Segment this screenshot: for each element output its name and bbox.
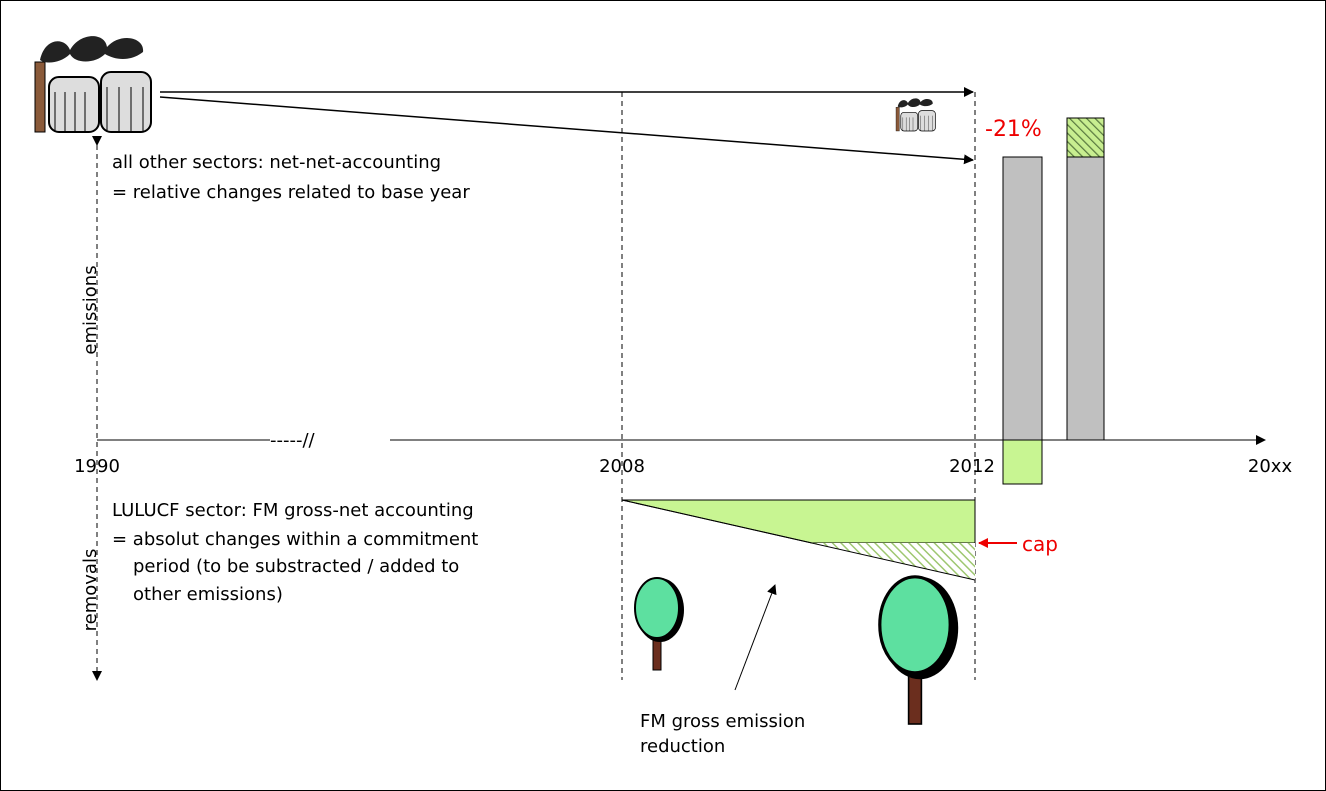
year-label: 1990 [74, 456, 120, 477]
reduction-note: FM gross emission [640, 711, 805, 732]
emission-bar [1067, 157, 1104, 440]
year-label: 2008 [599, 456, 645, 477]
other-sectors-text: = relative changes related to base year [112, 182, 470, 203]
lulucf-text: = absolut changes within a commitment [112, 529, 478, 550]
other-sectors-text: all other sectors: net-net-accounting [112, 152, 441, 173]
page: -----// 1990 2008 2012 20xx emissions re… [0, 0, 1326, 791]
emissions-label: emissions [80, 265, 101, 354]
percent-change: -21% [985, 117, 1042, 142]
emission-bar [1003, 157, 1042, 440]
cap-label: cap [1022, 532, 1058, 556]
hatched-bar [1067, 118, 1104, 157]
lulucf-text: LULUCF sector: FM gross-net accounting [112, 500, 474, 521]
year-label: 20xx [1248, 456, 1293, 477]
axis-break: -----// [270, 430, 316, 451]
factory-icon-small [896, 98, 935, 131]
frame [1, 1, 1326, 791]
lulucf-text: other emissions) [133, 584, 283, 605]
reduction-note: reduction [640, 736, 725, 757]
diagram: -----// 1990 2008 2012 20xx emissions re… [0, 0, 1326, 791]
year-label: 2012 [949, 456, 995, 477]
factory-icon [35, 36, 151, 132]
lulucf-text: period (to be substracted / added to [133, 556, 459, 577]
removals-label: removals [80, 549, 101, 632]
removal-bar [1003, 440, 1042, 484]
